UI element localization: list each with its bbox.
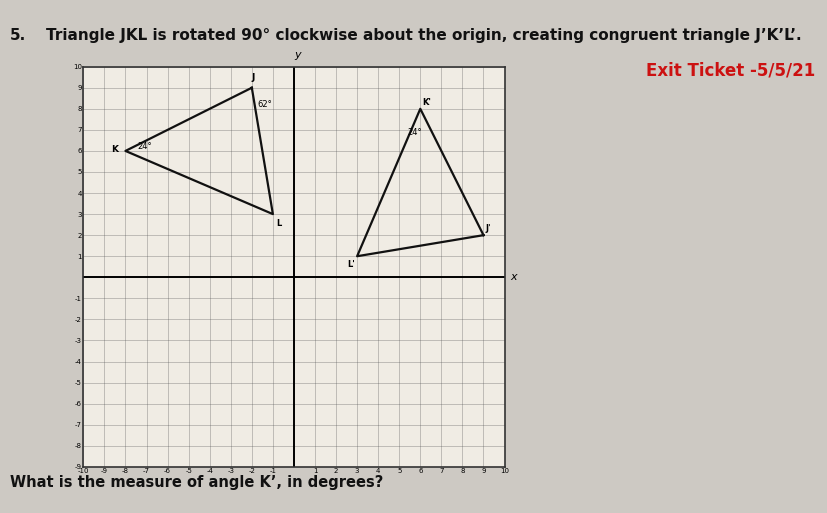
Text: 24°: 24°	[137, 142, 151, 151]
Text: What is the measure of angle K’, in degrees?: What is the measure of angle K’, in degr…	[10, 475, 383, 490]
Text: K: K	[111, 145, 118, 154]
Text: Triangle JKL is rotated 90° clockwise about the origin, creating congruent trian: Triangle JKL is rotated 90° clockwise ab…	[45, 28, 801, 43]
Text: J': J'	[485, 224, 490, 233]
Text: x: x	[509, 272, 516, 282]
Text: y: y	[294, 50, 300, 61]
Text: 62°: 62°	[256, 101, 271, 109]
Text: 24°: 24°	[407, 128, 422, 137]
Text: L': L'	[347, 261, 355, 269]
Text: Exit Ticket -5/5/21: Exit Ticket -5/5/21	[646, 62, 815, 80]
Text: K': K'	[422, 97, 431, 107]
Text: 5.: 5.	[10, 28, 26, 43]
Text: L: L	[275, 220, 281, 228]
Text: J: J	[251, 73, 254, 83]
